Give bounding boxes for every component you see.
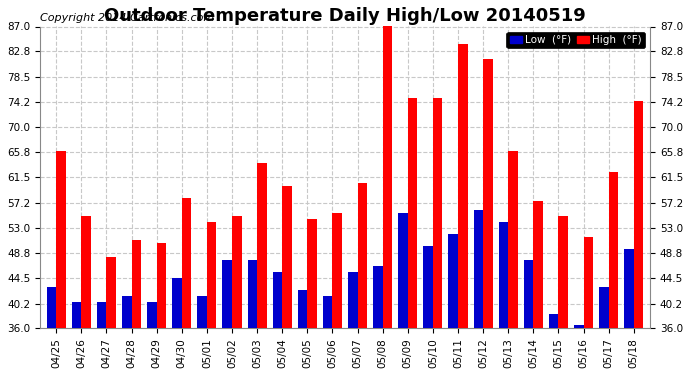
Bar [232, 216, 241, 328]
Bar [483, 59, 493, 328]
Bar [132, 240, 141, 328]
Bar [424, 246, 433, 328]
Bar [81, 216, 91, 328]
Text: Copyright 2014 Cartronics.com: Copyright 2014 Cartronics.com [40, 13, 214, 24]
Bar [323, 296, 333, 328]
Bar [398, 213, 408, 328]
Bar [122, 296, 132, 328]
Bar [473, 210, 483, 328]
Bar [599, 287, 609, 328]
Bar [72, 302, 81, 328]
Bar [47, 287, 57, 328]
Bar [181, 198, 191, 328]
Bar [458, 44, 468, 328]
Bar [333, 213, 342, 328]
Title: Outdoor Temperature Daily High/Low 20140519: Outdoor Temperature Daily High/Low 20140… [104, 7, 586, 25]
Bar [533, 201, 543, 328]
Bar [373, 266, 383, 328]
Bar [348, 272, 357, 328]
Bar [172, 278, 181, 328]
Bar [282, 186, 292, 328]
Bar [197, 296, 207, 328]
Bar [633, 100, 643, 328]
Bar [257, 163, 266, 328]
Bar [248, 260, 257, 328]
Bar [222, 260, 232, 328]
Bar [624, 249, 633, 328]
Bar [357, 183, 367, 328]
Bar [558, 216, 568, 328]
Bar [609, 171, 618, 328]
Bar [408, 98, 417, 328]
Bar [207, 222, 217, 328]
Bar [433, 98, 442, 328]
Bar [549, 314, 558, 328]
Bar [147, 302, 157, 328]
Bar [106, 257, 116, 328]
Bar [383, 27, 392, 328]
Bar [273, 272, 282, 328]
Bar [97, 302, 106, 328]
Legend: Low  (°F), High  (°F): Low (°F), High (°F) [506, 32, 645, 48]
Bar [57, 151, 66, 328]
Bar [157, 243, 166, 328]
Bar [574, 326, 584, 328]
Bar [307, 219, 317, 328]
Bar [448, 234, 458, 328]
Bar [584, 237, 593, 328]
Bar [509, 151, 518, 328]
Bar [524, 260, 533, 328]
Bar [298, 290, 307, 328]
Bar [499, 222, 509, 328]
